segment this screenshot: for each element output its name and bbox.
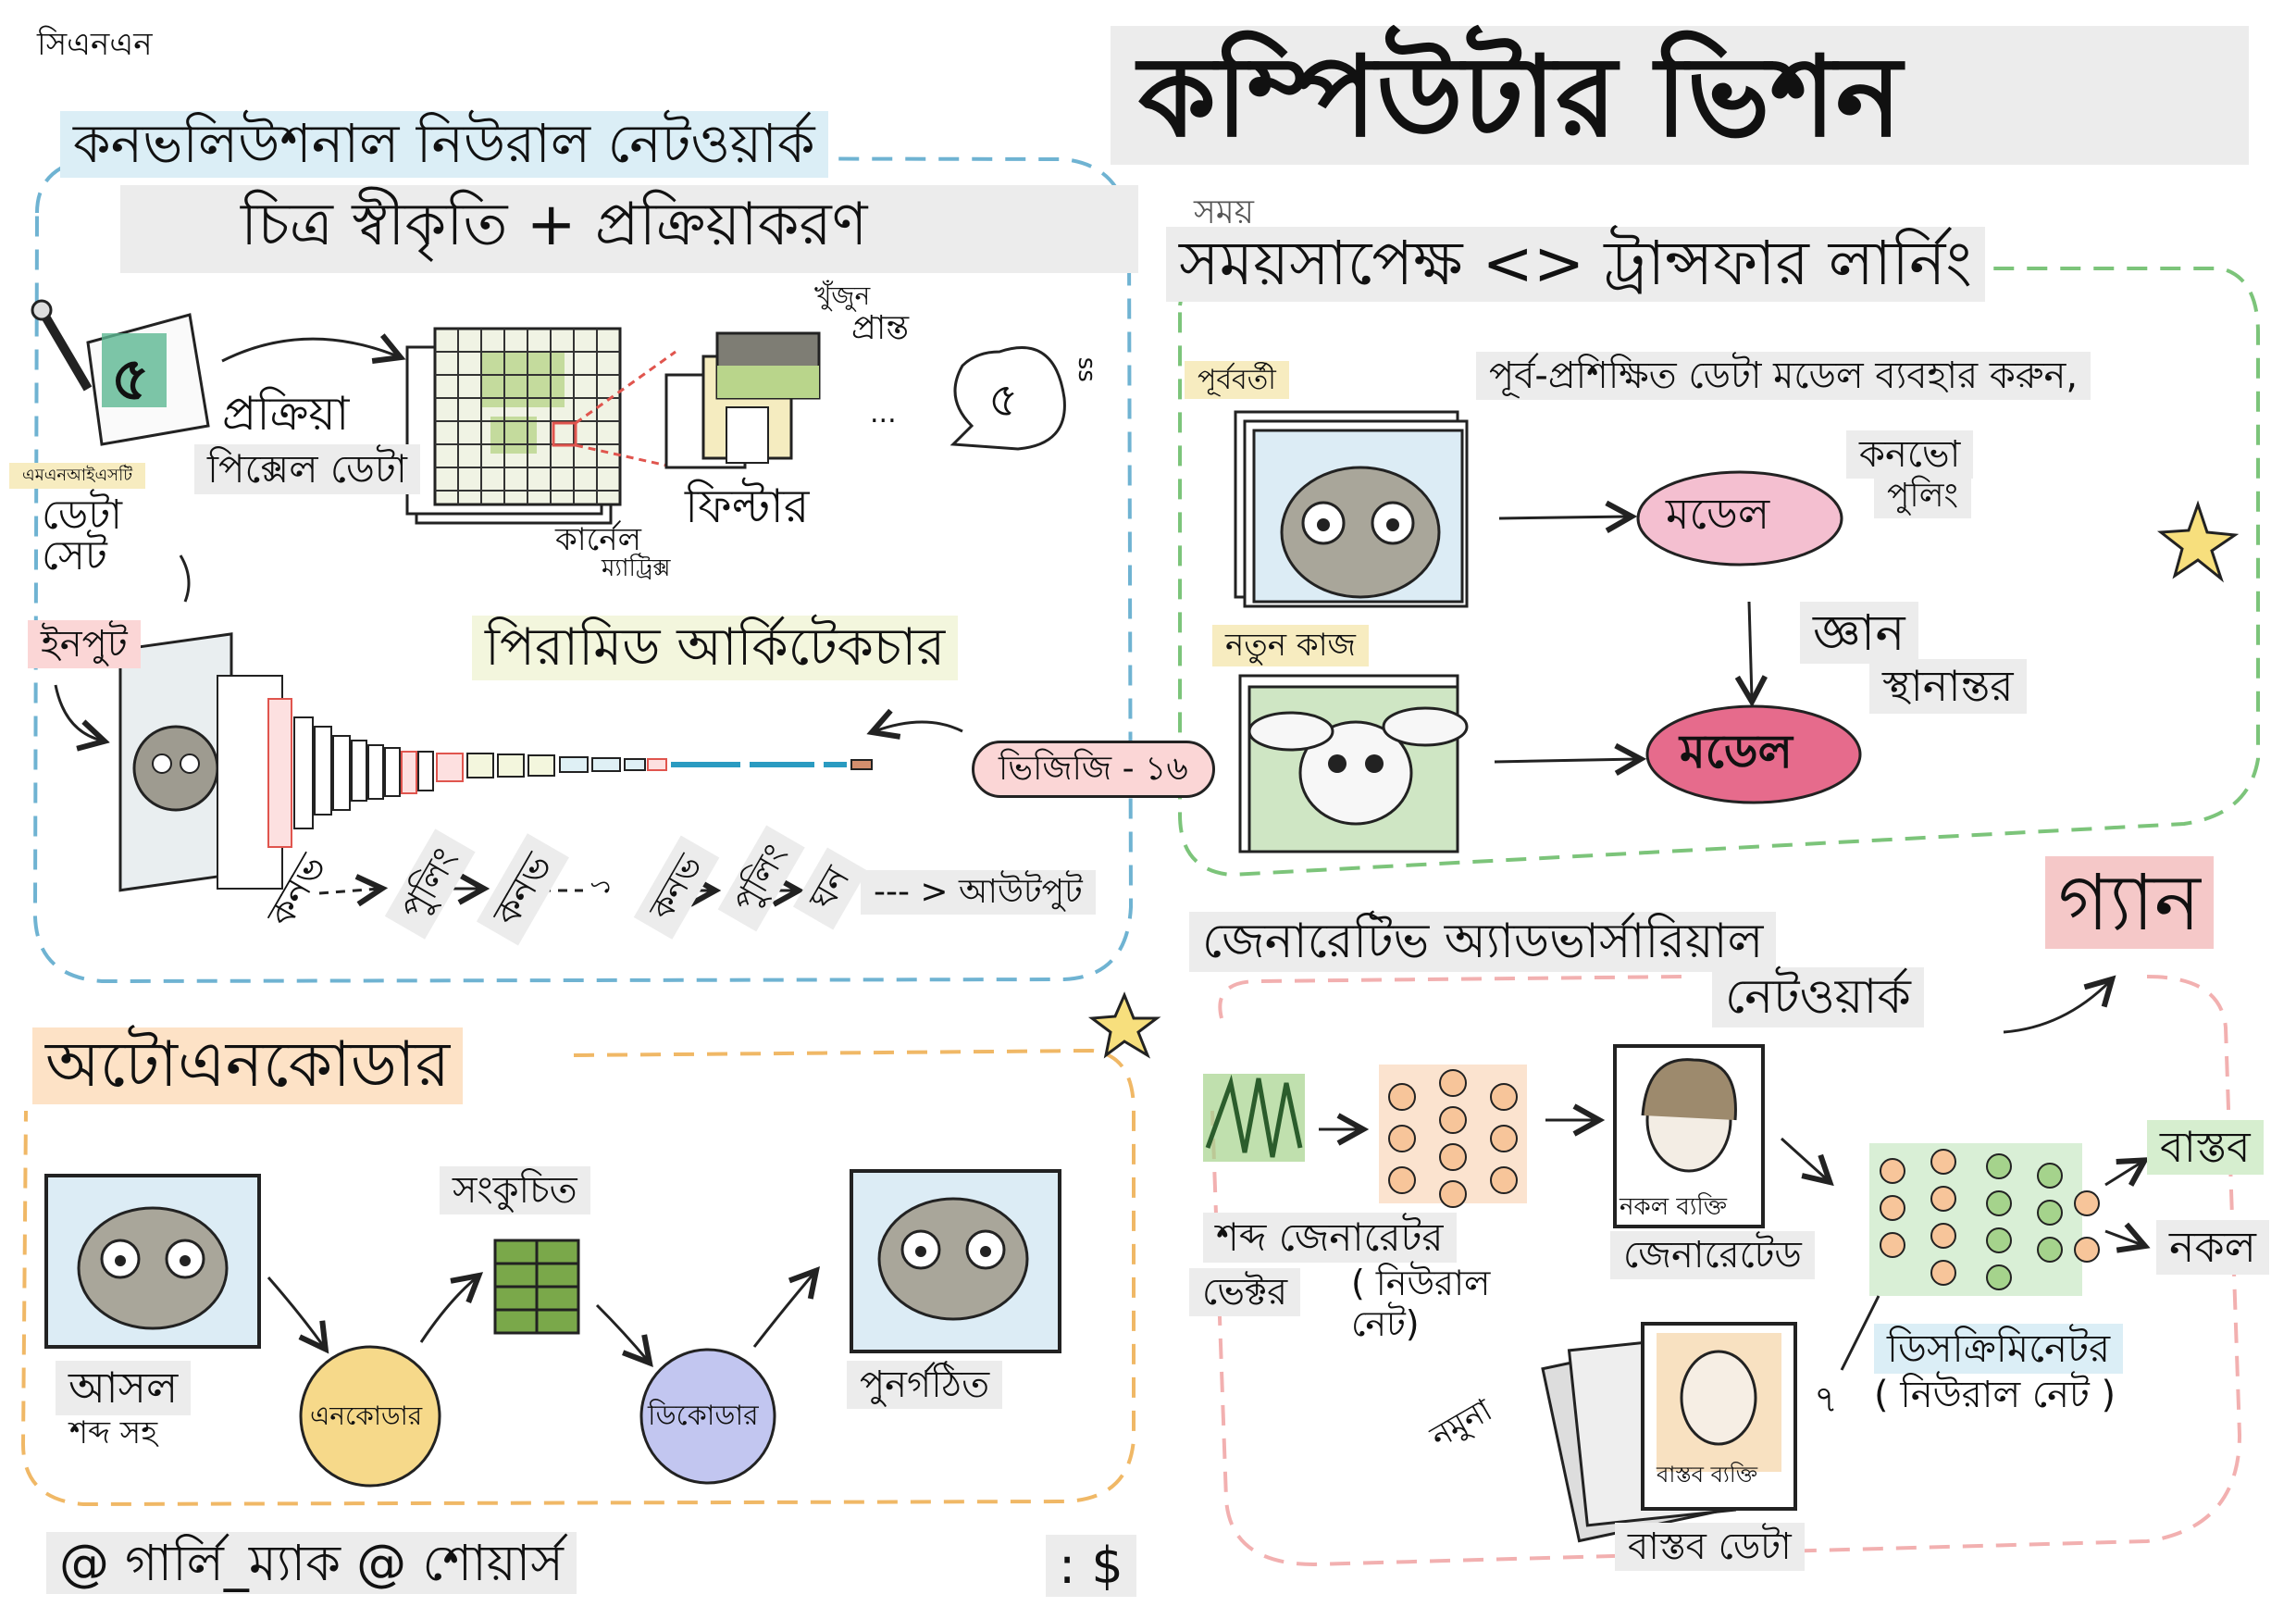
vector-label: ভেক্টর xyxy=(1189,1268,1301,1316)
gan-title-line1: জেনারেটিভ অ্যাডভার্সারিয়াল xyxy=(1189,912,1777,973)
real-label: বাস্তব xyxy=(2147,1120,2264,1175)
transfer-word-label: স্থানান্তর xyxy=(1869,659,2027,714)
discriminator-sub-label: ( নিউরাল নেট ) xyxy=(1874,1374,2116,1416)
compressed-label: সংকুচিত xyxy=(440,1166,590,1214)
process-label: প্রক্রিয়া xyxy=(222,387,350,441)
dataset-arrow xyxy=(179,554,191,603)
find-label: খুঁজুন xyxy=(814,280,871,311)
time-fragment: সময় xyxy=(1194,193,1254,231)
encoder-label: এনকোডার xyxy=(310,1401,423,1431)
pyramid-layers xyxy=(217,675,873,890)
ellipsis-label: ... xyxy=(870,397,897,430)
credit-label: @ গার্লি_ম্যাক @ শোয়ার্স xyxy=(46,1532,577,1595)
autoencoder-section-border xyxy=(20,1048,1136,1507)
encoder-circle xyxy=(299,1345,441,1488)
previous-image-cat xyxy=(1234,410,1469,608)
model2-ellipse xyxy=(1645,704,1862,804)
filter-cards-icon xyxy=(664,331,821,469)
generator-network-icon xyxy=(1379,1065,1527,1208)
star-icon-2 xyxy=(1087,991,1161,1059)
cnn-subtitle: চিত্র স্বীকৃতি + প্রক্রিয়াকরণ xyxy=(241,191,868,259)
fake-person-label: নকল ব্যক্তি xyxy=(1620,1193,1728,1221)
fake-to-discriminator-arrow xyxy=(1780,1137,1828,1180)
cnn-subtitle-band xyxy=(120,185,1138,273)
reconstructed-label: পুনর্গঠিত xyxy=(847,1361,1003,1409)
real-person-stack xyxy=(1541,1322,1797,1543)
model1-label: মডেল xyxy=(1666,489,1770,539)
model2-label: মডেল xyxy=(1680,725,1793,778)
speech-bubble-icon xyxy=(949,346,1066,451)
autoencoder-title: অটোএনকোডার xyxy=(32,1027,464,1104)
arrow-to-model2 xyxy=(1494,759,1638,762)
pixel-data-label: পিক্সেল ডেটা xyxy=(194,444,420,495)
vgg-arrow xyxy=(875,722,963,731)
with-noise-label: শব্দ সহ xyxy=(69,1414,158,1451)
reconstructed-image-cat xyxy=(850,1169,1061,1353)
new-task-label: নতুন কাজ xyxy=(1212,625,1369,667)
cnn-title: কনভলিউশনাল নিউরাল নেটওয়ার্ক xyxy=(60,111,828,178)
gan-title-line2: নেটওয়ার্ক xyxy=(1712,967,1924,1028)
gan-section-border xyxy=(1210,975,2242,1567)
knowledge-arrow xyxy=(1749,601,1752,699)
input-arrow xyxy=(54,684,102,741)
gan-title-arrow xyxy=(2003,981,2110,1034)
dataset-tag: এমএনআইএসটি xyxy=(9,463,146,489)
dataset-label: ডেটা সেট xyxy=(42,492,122,579)
input-label: ইনপুট xyxy=(28,620,141,668)
main-title: কম্পিউটার ভিশন xyxy=(1138,33,1903,162)
digit-five: ৫ xyxy=(111,345,150,414)
fake-label: নকল xyxy=(2156,1220,2269,1275)
cnn-tag: সিএনএন xyxy=(37,26,153,63)
to-fake-arrow xyxy=(2104,1231,2142,1245)
noise-generator-label: শব্দ জেনারেটর xyxy=(1203,1213,1457,1264)
star-icon xyxy=(2156,500,2240,583)
real-data-arrow xyxy=(1840,1295,1880,1371)
transfer-title: সময়সাপেক্ষ <> ট্রান্সফার লার্নিং xyxy=(1166,227,1985,302)
neural-net-label: ( নিউরাল নেট) xyxy=(1351,1263,1491,1344)
vgg-badge: ভিজিজি - ১৬ xyxy=(972,741,1215,798)
convo-label: কনভো xyxy=(1846,430,1974,479)
generated-label: জেনারেটেড xyxy=(1610,1231,1815,1279)
real-person-label: বাস্তব ব্যক্তি xyxy=(1657,1462,1758,1488)
real-data-label: বাস্তব ডেটা xyxy=(1615,1523,1805,1571)
process-arrow xyxy=(221,339,398,361)
compressed-grid-icon xyxy=(493,1239,580,1335)
arrow-to-model1 xyxy=(1498,517,1629,518)
kernel-grid-icon xyxy=(405,327,676,525)
matrix-label: ম্যাট্রিক্স xyxy=(602,554,671,582)
previous-label: পূর্ববর্তী xyxy=(1185,361,1289,399)
discriminator-label: ডিসক্রিমিনেটর xyxy=(1874,1324,2124,1375)
discriminator-network-icon xyxy=(1869,1143,2100,1296)
input-image-cat xyxy=(118,632,233,892)
transfer-section-border xyxy=(1178,267,2260,878)
original-label: আসল xyxy=(56,1361,192,1415)
noise-scribble-icon xyxy=(1203,1074,1305,1162)
dollar-label: : $ xyxy=(1046,1535,1136,1598)
model1-ellipse xyxy=(1636,470,1843,567)
pencil-paper-icon xyxy=(31,299,210,446)
knowledge-label: জ্ঞান xyxy=(1800,602,1918,665)
seven-label: ৭ xyxy=(1814,1378,1839,1421)
autoencoder-arrows xyxy=(267,1273,814,1361)
to-real-arrow xyxy=(2104,1162,2142,1185)
original-image-cat xyxy=(44,1174,261,1349)
bubble-digit: ৫ xyxy=(988,373,1019,427)
bubble-dots: ss xyxy=(1072,356,1100,382)
kernel-label: কার্নেল xyxy=(555,521,641,558)
decoder-circle xyxy=(639,1348,776,1485)
pooling-label: পুলিং xyxy=(1874,474,1972,518)
fake-person-image xyxy=(1613,1044,1765,1228)
flow-arrows xyxy=(318,889,796,893)
new-task-image-rabbit xyxy=(1238,674,1469,853)
filter-label: ফিল্টার xyxy=(685,479,810,533)
pyramid-label: পিরামিড আর্কিটেকচার xyxy=(472,616,959,680)
flow-output: --- > আউটপুট xyxy=(861,870,1096,915)
pretrained-label: পূর্ব-প্রশিক্ষিত ডেটা মডেল ব্যবহার করুন, xyxy=(1476,352,2091,400)
decoder-label: ডিকোডার xyxy=(648,1400,759,1432)
main-title-band xyxy=(1111,26,2249,165)
edges-label: প্রান্ত xyxy=(851,309,910,347)
gan-badge: গ্যান xyxy=(2045,856,2214,950)
